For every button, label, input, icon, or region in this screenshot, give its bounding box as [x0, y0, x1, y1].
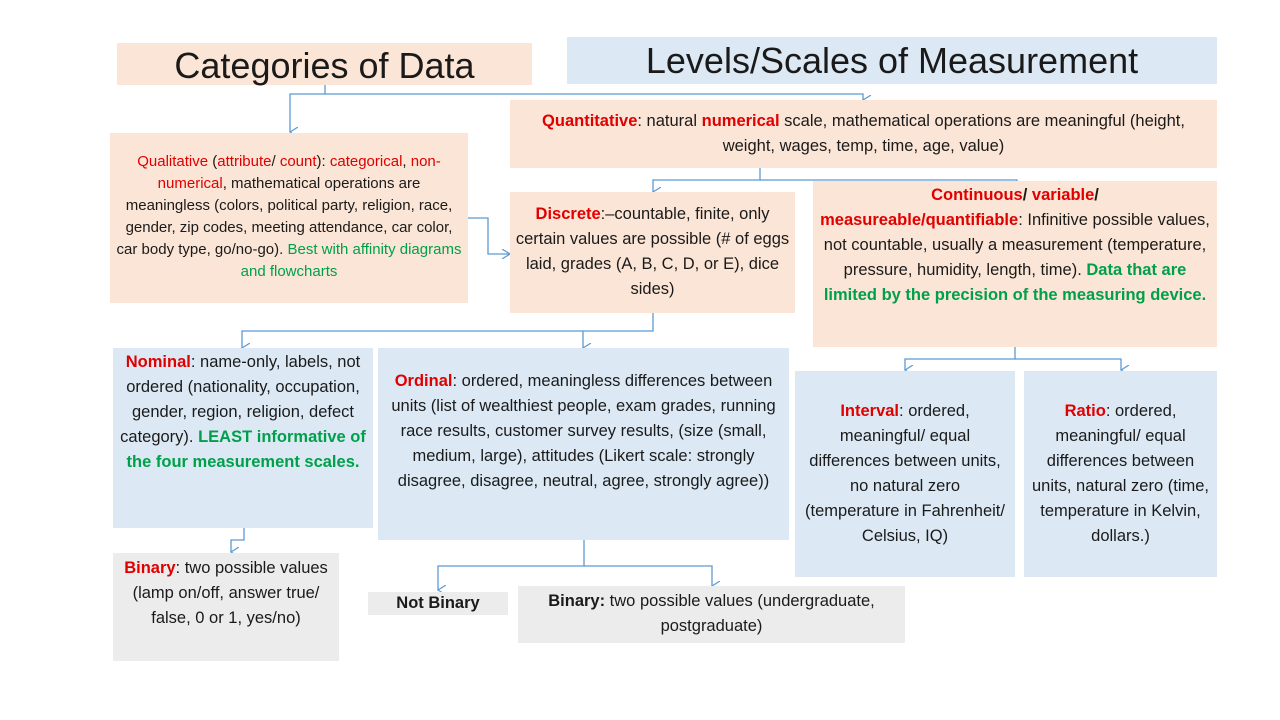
categories-header-text: Categories of Data — [174, 45, 475, 86]
connector-discrete — [242, 313, 654, 348]
levels-header-text: Levels/Scales of Measurement — [645, 39, 1139, 81]
ordinal-term: Ordinal — [394, 372, 453, 390]
not-binary-box: Not Binary — [368, 592, 508, 615]
numerical-keyword: numerical — [701, 112, 780, 130]
ratio-box: Ratio: ordered, meaningful/ equal differ… — [1024, 371, 1217, 577]
quantitative-box: Quantitative: natural numerical scale, m… — [510, 100, 1217, 168]
qualitative-tip: Best with affinity diagrams and flowchar… — [240, 241, 462, 280]
qualitative-term: Qualitative — [137, 153, 209, 170]
nominal-term: Nominal — [125, 353, 191, 371]
connector-ordinal — [438, 540, 585, 590]
binary-nominal-term: Binary — [124, 559, 176, 577]
continuous-term: Continuous — [931, 186, 1023, 204]
variable-term: variable — [1031, 186, 1095, 204]
continuous-tip: Data that are limited by the precision o… — [823, 261, 1207, 304]
quantitative-term: Quantitative — [542, 112, 638, 130]
connector-qualitative — [468, 217, 510, 254]
measureable-term: measureable/quantifiable — [820, 211, 1019, 229]
binary-ordinal-term: Binary: — [548, 592, 606, 610]
categories-header: Categories of Data — [117, 43, 532, 85]
binary-ordinal-box: Binary: two possible values (undergradua… — [518, 586, 905, 643]
binary-nominal-box: Binary: two possible values (lamp on/off… — [113, 553, 339, 661]
discrete-box: Discrete:–countable, finite, only certai… — [510, 192, 795, 313]
levels-header: Levels/Scales of Measurement — [567, 37, 1217, 84]
connector-nominal — [231, 528, 245, 552]
nominal-box: Nominal: name-only, labels, not ordered … — [113, 348, 373, 528]
qualitative-box: Qualitative (attribute/ count): categori… — [110, 133, 468, 303]
ordinal-box: Ordinal: ordered, meaningless difference… — [378, 348, 789, 540]
connector-continuous — [905, 347, 1016, 370]
discrete-term: Discrete — [535, 205, 601, 223]
interval-term: Interval — [840, 402, 900, 420]
interval-box: Interval: ordered, meaningful/ equal dif… — [795, 371, 1015, 577]
not-binary-label: Not Binary — [396, 594, 480, 612]
nominal-tip: LEAST informative of the four measuremen… — [126, 428, 366, 471]
connector-quantitative — [653, 168, 761, 192]
connector-categories — [290, 85, 326, 132]
continuous-box: Continuous/ variable/measureable/quantif… — [813, 181, 1217, 347]
ratio-term: Ratio — [1064, 402, 1106, 420]
